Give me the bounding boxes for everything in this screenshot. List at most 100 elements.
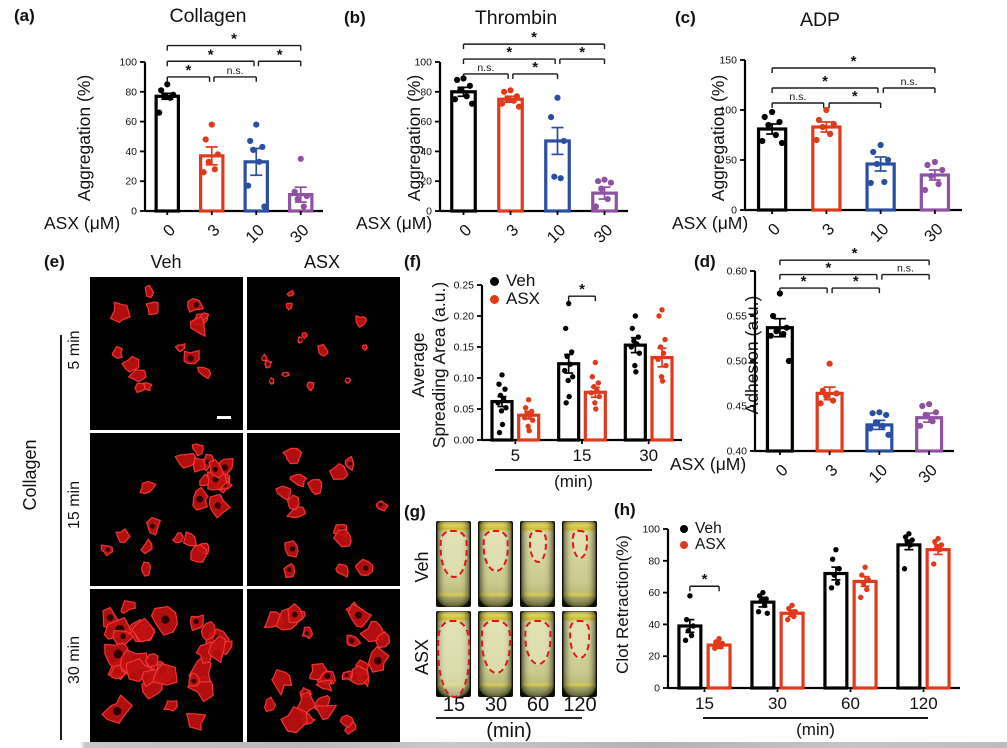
row-label-15min: 15 min [66, 480, 83, 530]
g-row-label-veh: Veh [412, 551, 432, 583]
svg-text:15: 15 [695, 694, 714, 713]
svg-text:(min): (min) [554, 472, 593, 491]
veh-dot-icon [490, 276, 499, 286]
legend-h: Veh ASX [680, 521, 726, 553]
svg-text:*: * [185, 62, 191, 79]
svg-text:0: 0 [765, 220, 784, 239]
panel-letter-f: (f) [404, 252, 421, 271]
svg-text:0.15: 0.15 [454, 342, 475, 354]
svg-text:5: 5 [511, 446, 520, 465]
clot-photo-veh-60min [520, 521, 555, 607]
svg-text:80: 80 [125, 86, 137, 98]
xlabel-asx-b: ASX (μM) [356, 213, 433, 233]
ylabel-aggregation-a: Aggregation (%) [74, 74, 94, 202]
veh-legend-label: Veh [506, 271, 536, 290]
clot-outline [439, 530, 468, 578]
chart-adhesion: 0.40 0.45 0.50 0.55 0.60 * * * n.s. * 0 3 10 30 [727, 245, 954, 487]
svg-text:0: 0 [426, 206, 432, 218]
svg-text:60: 60 [125, 116, 137, 128]
clot-outline [523, 620, 552, 666]
svg-text:*: * [852, 88, 858, 105]
svg-text:0.45: 0.45 [727, 401, 748, 413]
micrograph-asx-30min [247, 589, 400, 742]
clot-outline [528, 530, 547, 564]
svg-text:n.s.: n.s. [897, 263, 914, 275]
chart-clot-retraction: 0 20 40 60 80 100 * 15 30 60 120 (min) [642, 524, 960, 739]
svg-text:20: 20 [420, 176, 432, 188]
svg-text:10: 10 [867, 220, 893, 246]
clot-photo-asx-60min [520, 611, 555, 697]
svg-text:0.00: 0.00 [454, 435, 475, 447]
scale-bar [217, 416, 231, 419]
xlabel-asx-a: ASX (μM) [44, 213, 121, 233]
svg-text:0.55: 0.55 [727, 311, 748, 323]
xlabel-asx-c: ASX (μM) [672, 213, 749, 233]
panel-letter-e: (e) [44, 252, 65, 271]
clot-photo-veh-30min [478, 521, 513, 607]
svg-text:0: 0 [456, 221, 475, 240]
svg-text:3: 3 [503, 221, 522, 240]
svg-text:120: 120 [909, 694, 937, 713]
svg-text:30: 30 [768, 694, 787, 713]
svg-text:0.60: 0.60 [727, 266, 748, 278]
svg-text:*: * [579, 44, 585, 61]
micrograph-asx-5min [247, 277, 400, 430]
panel-letter-h: (h) [614, 500, 636, 519]
panel-letter-c: (c) [675, 8, 696, 27]
clot-photo-asx-15min [436, 611, 471, 698]
panel-letter-b: (b) [344, 8, 366, 27]
micrograph-veh-5min [90, 277, 243, 430]
clot-photo-veh-120min [562, 521, 597, 607]
svg-text:30: 30 [915, 461, 941, 487]
legend-item-veh: Veh [680, 521, 726, 537]
g-time-60: 60 [526, 694, 550, 716]
svg-text:0: 0 [772, 461, 791, 480]
panel-letter-d: (d) [694, 252, 716, 271]
svg-text:40: 40 [420, 146, 432, 158]
asx-legend-label: ASX [506, 289, 541, 308]
svg-text:40: 40 [648, 619, 660, 631]
svg-text:n.s.: n.s. [477, 62, 494, 74]
svg-text:60: 60 [420, 116, 432, 128]
svg-text:*: * [825, 260, 831, 277]
asx-dot-icon [680, 541, 688, 549]
svg-text:60: 60 [841, 694, 860, 713]
chart-adp-aggregation: 0 50 100 150 n.s. * * n.s. * 0 3 10 30 [719, 53, 962, 246]
asx-legend-label: ASX [695, 536, 727, 553]
title-adp: ADP [799, 9, 841, 31]
clot-photo-asx-120min [562, 611, 597, 697]
svg-text:10: 10 [544, 221, 570, 247]
svg-text:*: * [702, 571, 708, 588]
svg-text:0.10: 0.10 [454, 373, 475, 385]
svg-text:30: 30 [287, 221, 313, 247]
panel-letter-g: (g) [404, 502, 426, 521]
collagen-side-label: Collagen [20, 439, 40, 511]
clot-outline [436, 620, 471, 698]
svg-text:*: * [532, 59, 538, 76]
svg-text:40: 40 [125, 146, 137, 158]
svg-text:*: * [506, 44, 512, 61]
asx-column-header: ASX [303, 252, 341, 272]
svg-text:n.s.: n.s. [901, 76, 918, 88]
g-time-15: 15 [442, 694, 466, 716]
svg-text:*: * [277, 46, 283, 63]
chart-spreading-area: 0.00 0.05 0.10 0.15 0.20 0.25 * 5 15 30 (min) [454, 280, 682, 491]
micrograph-veh-30min [90, 589, 243, 742]
micrograph-asx-15min [247, 433, 400, 586]
svg-text:10: 10 [865, 461, 891, 487]
svg-text:100: 100 [119, 57, 137, 69]
svg-text:20: 20 [648, 651, 660, 663]
svg-text:30: 30 [639, 446, 658, 465]
svg-text:100: 100 [414, 57, 432, 69]
svg-text:0: 0 [131, 206, 137, 218]
clot-outline [480, 620, 511, 674]
svg-text:0: 0 [160, 221, 179, 240]
svg-text:n.s.: n.s. [789, 91, 806, 103]
svg-text:100: 100 [719, 105, 737, 117]
clot-outline [568, 620, 591, 660]
svg-text:50: 50 [725, 155, 737, 167]
veh-column-header: Veh [150, 252, 182, 272]
g-time-underline [436, 717, 582, 719]
title-thrombin: Thrombin [474, 7, 558, 29]
